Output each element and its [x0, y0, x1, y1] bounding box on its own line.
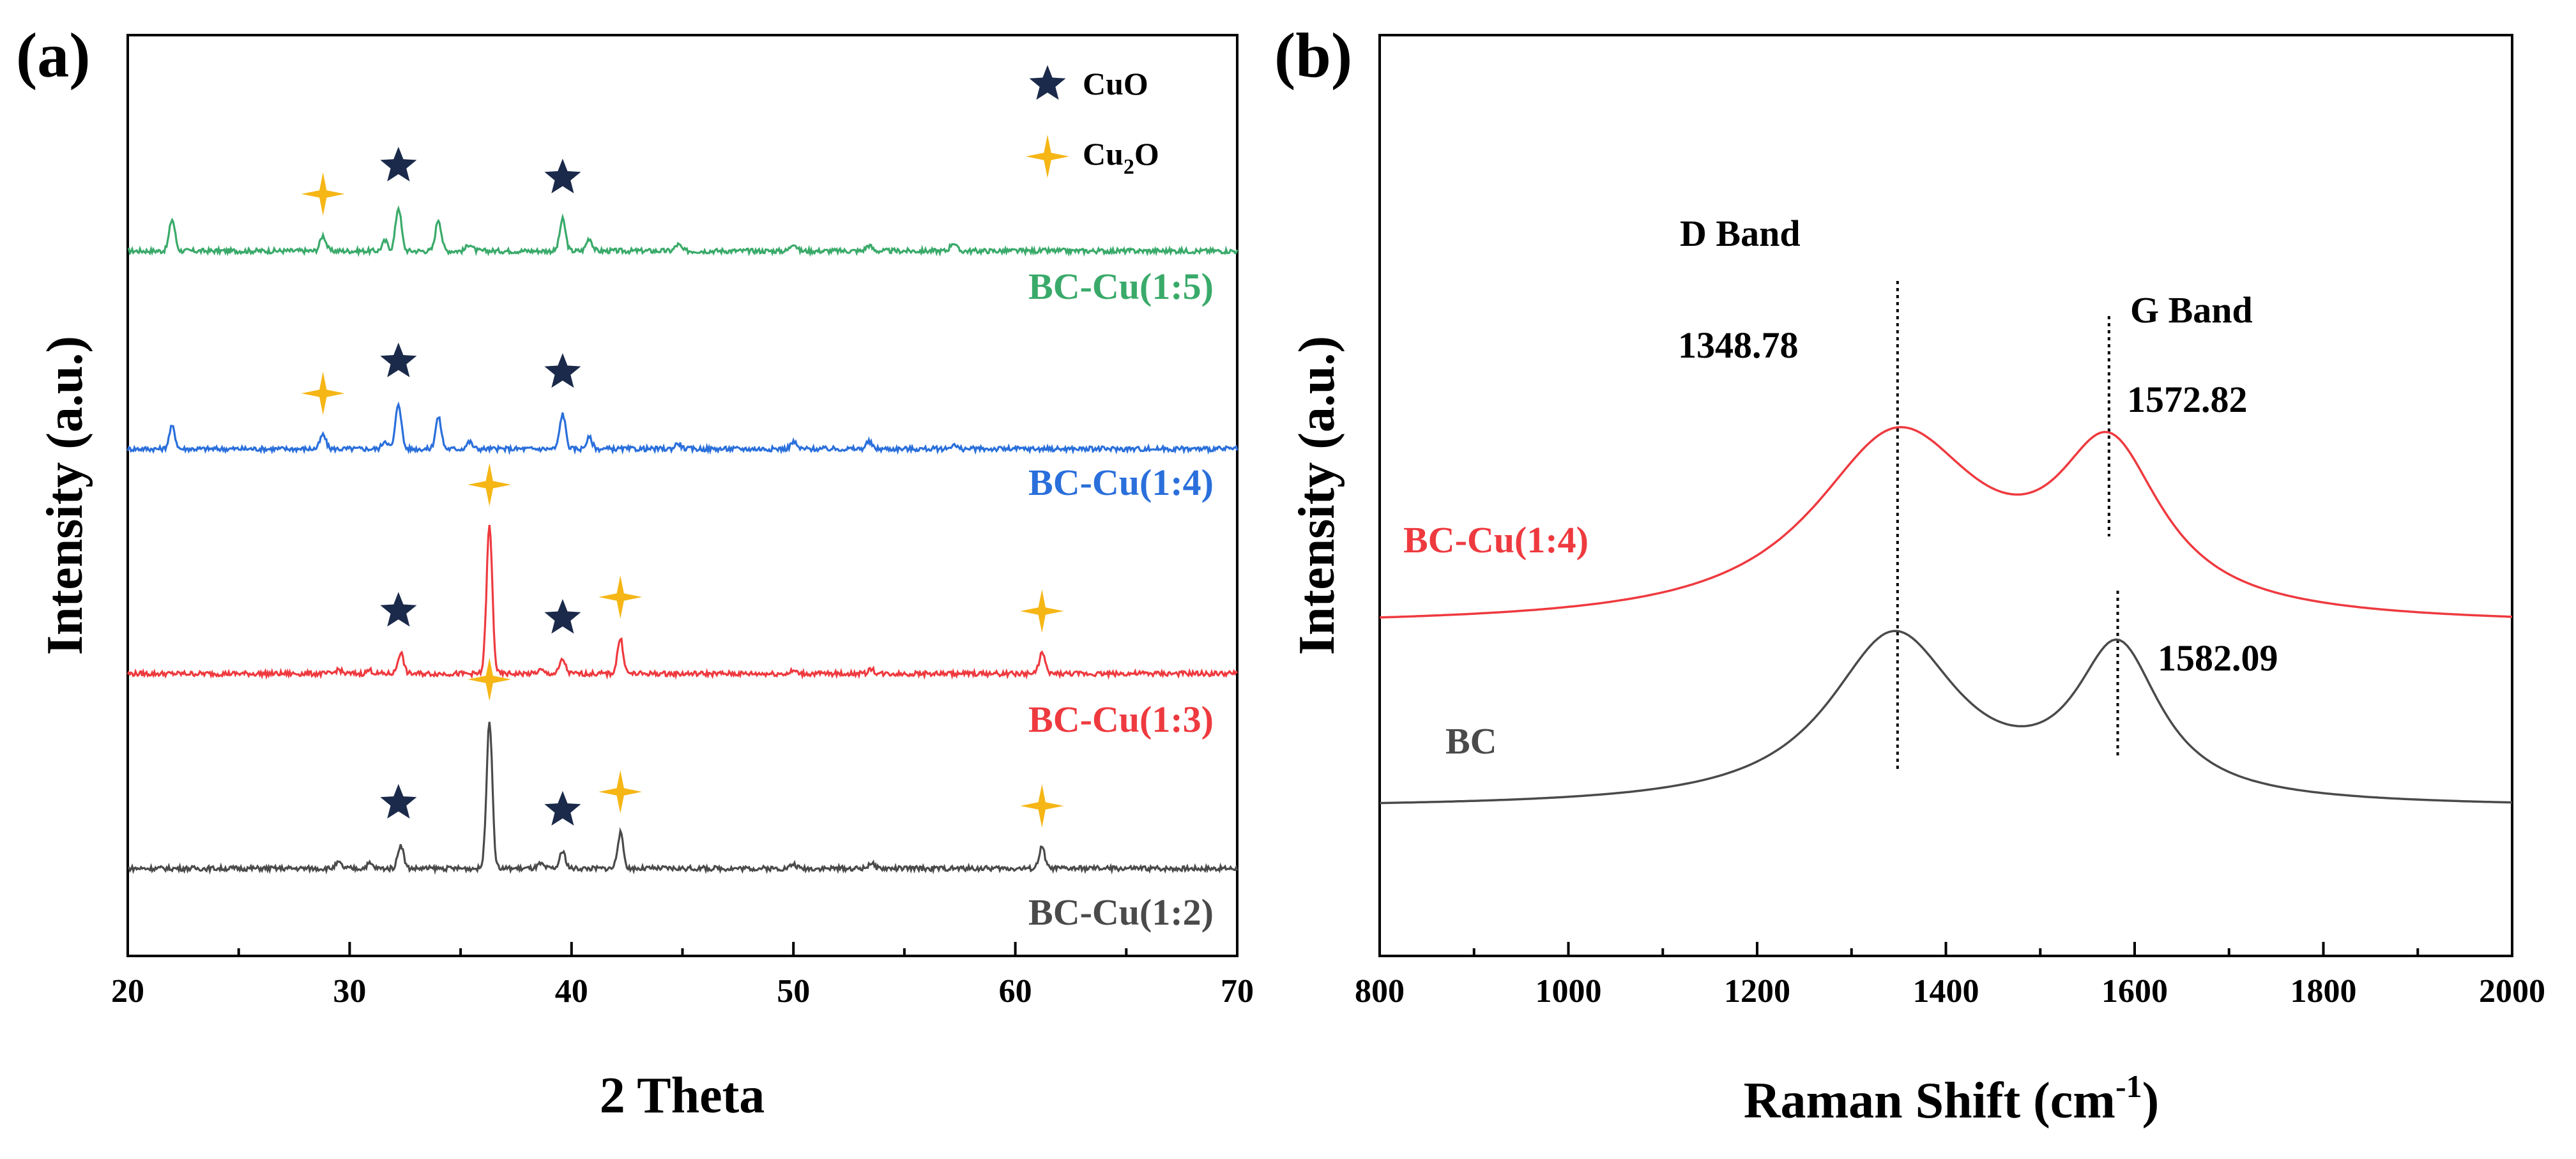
legend-cu2o-label: Cu2O — [1083, 136, 1159, 179]
raman-series-line — [1379, 630, 2513, 805]
cuo-star-icon — [544, 599, 581, 634]
cu2o-star-icon — [301, 172, 345, 216]
xrd-series-label: BC-Cu(1:2) — [1028, 891, 1214, 933]
d-band-label: D Band — [1680, 213, 1801, 254]
xrd-y-axis-title: Intensity (a.u.) — [37, 336, 93, 655]
xrd-series-label: BC-Cu(1:4) — [1028, 462, 1214, 503]
bc-g-band-value: 1582.09 — [2158, 637, 2278, 679]
raman-x-tick-label: 1600 — [2101, 973, 2168, 1010]
cu2o-star-icon — [598, 770, 643, 814]
panel-b-label: (b) — [1274, 20, 1352, 91]
cu2o-star-icon — [301, 372, 345, 415]
raman-series-group: BC BC-Cu(1:4) — [1379, 426, 2513, 805]
xrd-x-tick-label: 60 — [999, 973, 1032, 1010]
legend-cu2o-subscript: 2 — [1124, 155, 1134, 179]
xrd-x-tick-label: 20 — [111, 973, 144, 1010]
g-band-value: 1572.82 — [2127, 379, 2248, 420]
xrd-x-axis-title: 2 Theta — [600, 1068, 765, 1124]
cu2o-legend-star-icon — [1026, 135, 1069, 178]
raman-x-tick-label: 1200 — [1724, 973, 1790, 1010]
raman-x-tick-label: 800 — [1355, 973, 1405, 1010]
xrd-series-line — [127, 722, 1238, 875]
cuo-star-icon — [380, 784, 417, 819]
raman-band-lines — [1896, 281, 2119, 769]
legend-cu2o-text: Cu — [1083, 136, 1124, 172]
cu2o-star-icon — [468, 463, 512, 506]
xrd-x-tick-label: 40 — [555, 973, 588, 1010]
xrd-panel: 20 30 40 50 60 70 BC-Cu(1:5)BC-Cu(1:4)BC-Cu(1… — [16, 20, 1254, 1124]
xrd-x-ticks: 20 30 40 50 60 70 — [111, 942, 1254, 1010]
raman-x-tick-label: 2000 — [2479, 973, 2545, 1010]
xrd-series-line — [126, 401, 1238, 455]
cuo-star-icon — [544, 353, 581, 388]
xrd-series-label: BC-Cu(1:3) — [1028, 699, 1214, 740]
raman-x-ticks: 800 1000 1200 1400 1600 1800 2000 — [1355, 942, 2545, 1010]
raman-series-line — [1379, 426, 2513, 619]
xrd-x-tick-label: 70 — [1221, 973, 1254, 1010]
raman-panel: 800 1000 1200 1400 1600 1800 2000 BC BC-Cu(1:4)… — [1274, 20, 2545, 1129]
raman-x-tick-label: 1800 — [2290, 973, 2357, 1010]
cuo-star-icon — [380, 592, 417, 627]
raman-y-axis-title: Intensity (a.u.) — [1289, 336, 1345, 655]
raman-x-axis-title: Raman Shift (cm-1) — [1744, 1068, 2159, 1129]
cuo-star-icon — [380, 342, 417, 377]
cuo-star-icon — [380, 146, 417, 182]
cuo-legend-star-icon — [1029, 65, 1066, 100]
xrd-series-group: BC-Cu(1:5) BC-Cu(1:4) BC-Cu(1:3) BC-Cu(1:2) — [126, 205, 1238, 933]
raman-x-title-text: Raman Shift (cm — [1744, 1073, 2115, 1129]
raman-series-label: BC — [1445, 720, 1497, 762]
cu2o-star-icon — [598, 575, 643, 619]
g-band-label: G Band — [2130, 289, 2253, 331]
panel-a-label: (a) — [16, 20, 91, 91]
xrd-peak-markers — [301, 146, 1064, 828]
xrd-legend: CuO Cu2O — [1026, 65, 1159, 179]
cuo-star-icon — [544, 158, 581, 193]
cuo-star-icon — [544, 791, 581, 826]
xrd-x-tick-label: 50 — [777, 973, 810, 1010]
cu2o-star-icon — [1020, 784, 1064, 828]
xrd-x-tick-label: 30 — [333, 973, 366, 1010]
cu2o-star-icon — [1020, 589, 1064, 633]
d-band-value: 1348.78 — [1678, 324, 1799, 366]
raman-plot-frame — [1378, 34, 2513, 957]
legend-cuo-label: CuO — [1083, 66, 1148, 102]
legend-cu2o-tail: O — [1134, 136, 1159, 172]
xrd-series-line — [127, 205, 1238, 257]
legend-star4-shape — [1026, 135, 1069, 178]
raman-x-tick-label: 1400 — [1913, 973, 1979, 1010]
cu2o-star-icon — [468, 658, 512, 701]
raman-x-title-superscript: -1 — [2115, 1068, 2142, 1104]
xrd-series-label: BC-Cu(1:5) — [1028, 266, 1214, 307]
raman-x-title-close: ) — [2142, 1073, 2160, 1129]
xrd-series-line — [126, 525, 1238, 680]
raman-x-tick-label: 1000 — [1536, 973, 1602, 1010]
raman-series-label: BC-Cu(1:4) — [1403, 519, 1589, 561]
legend-star5-shape — [1029, 65, 1066, 100]
